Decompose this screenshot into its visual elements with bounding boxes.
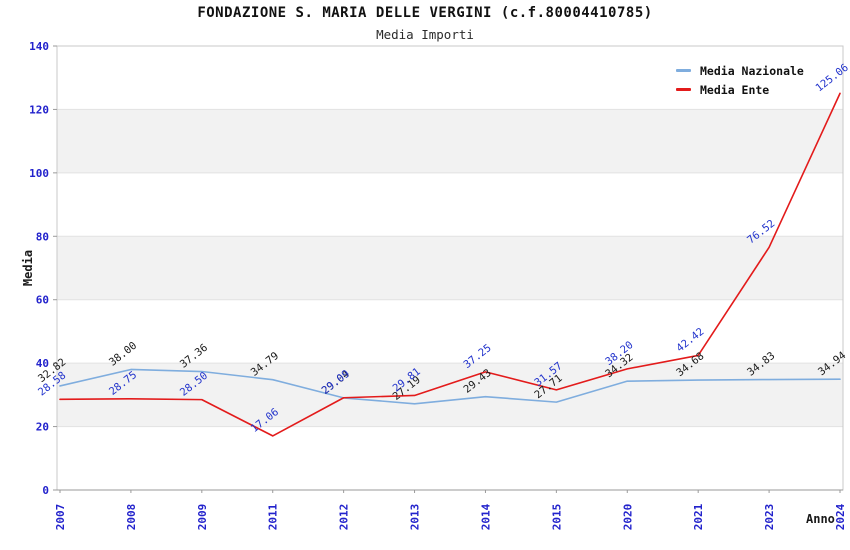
svg-text:2024: 2024 xyxy=(834,503,847,530)
svg-text:40: 40 xyxy=(36,357,49,370)
svg-text:2013: 2013 xyxy=(409,504,422,531)
svg-text:60: 60 xyxy=(36,294,49,307)
svg-text:2023: 2023 xyxy=(763,504,776,531)
y-axis-title: Media xyxy=(21,249,35,287)
svg-text:2007: 2007 xyxy=(54,504,67,531)
svg-text:2009: 2009 xyxy=(196,504,209,531)
svg-text:2015: 2015 xyxy=(550,504,563,531)
svg-text:20: 20 xyxy=(36,421,49,434)
legend-label-media-nazionale: Media Nazionale xyxy=(700,63,804,78)
media-nazionale-line-swatch-icon xyxy=(676,69,691,72)
legend-item-media-ente: Media Ente xyxy=(676,80,804,99)
legend-item-media-nazionale: Media Nazionale xyxy=(676,61,804,80)
svg-text:120: 120 xyxy=(29,103,49,116)
svg-text:2011: 2011 xyxy=(267,503,280,530)
svg-text:80: 80 xyxy=(36,230,49,243)
svg-text:0: 0 xyxy=(42,484,49,497)
svg-text:2021: 2021 xyxy=(692,503,705,530)
x-axis-title: Anno xyxy=(806,512,835,526)
legend-label-media-ente: Media Ente xyxy=(700,82,770,97)
svg-text:100: 100 xyxy=(29,167,49,180)
chart-title: FONDAZIONE S. MARIA DELLE VERGINI (c.f.8… xyxy=(197,5,653,21)
svg-text:2014: 2014 xyxy=(479,503,492,530)
svg-text:2012: 2012 xyxy=(338,504,351,531)
media-ente-line-swatch-icon xyxy=(676,88,691,91)
legend: Media Nazionale Media Ente xyxy=(676,61,804,99)
chart-subtitle: Media Importi xyxy=(376,27,474,42)
svg-text:2020: 2020 xyxy=(621,504,634,531)
svg-text:140: 140 xyxy=(29,40,49,53)
svg-text:2008: 2008 xyxy=(125,504,138,531)
